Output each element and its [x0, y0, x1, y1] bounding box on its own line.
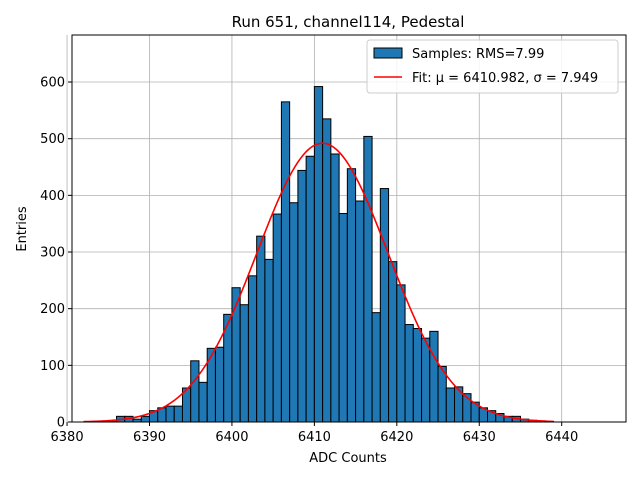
legend-histogram-swatch	[373, 47, 403, 59]
x-tick-label: 6430	[463, 430, 496, 445]
x-axis-label: ADC Counts	[309, 451, 387, 466]
histogram-bar	[355, 200, 365, 423]
histogram-bar	[173, 405, 183, 423]
histogram-bar	[379, 188, 390, 423]
legend: Samples: RMS=7.99 Fit: μ = 6410.982, σ =…	[366, 39, 619, 94]
histogram-bar	[297, 169, 307, 423]
x-tick-label: 6410	[298, 430, 331, 445]
histogram-bar	[247, 275, 258, 423]
histogram-bar	[198, 381, 208, 423]
histogram-bar	[305, 155, 315, 423]
fit-curve-group	[83, 142, 554, 423]
x-tick-label: 6380	[51, 430, 84, 445]
histogram-bar	[289, 202, 299, 423]
x-tick-label: 6400	[215, 430, 248, 445]
histogram-bar	[404, 324, 414, 423]
y-tick-label: 0	[57, 416, 65, 431]
fit-curve	[83, 142, 554, 423]
y-axis-ticks: 0 100 200 300 400 500 600	[40, 76, 72, 431]
histogram-bar	[313, 86, 324, 423]
histogram-bar	[190, 360, 200, 423]
y-tick-label: 400	[40, 189, 65, 204]
legend-box	[366, 39, 619, 94]
histogram-bar	[421, 337, 431, 423]
histogram-bar	[330, 153, 340, 423]
histogram-bar	[388, 261, 398, 423]
x-tick-label: 6420	[380, 430, 413, 445]
histogram-bar	[338, 212, 348, 423]
histogram-bar	[396, 284, 406, 423]
histogram-bar	[412, 328, 423, 423]
x-tick-label: 6440	[545, 430, 578, 445]
histogram-bar	[322, 118, 332, 423]
plot-frame	[71, 34, 627, 423]
histogram-bar	[280, 101, 291, 423]
histogram-bar	[429, 330, 439, 423]
legend-fit-label: Fit: μ = 6410.982, σ = 7.949	[412, 71, 598, 86]
y-tick-label: 500	[40, 132, 65, 147]
histogram-bar	[165, 405, 175, 423]
y-tick-label: 200	[40, 302, 65, 317]
y-axis-label: Entries	[15, 206, 30, 252]
chart-title: Run 651, channel114, Pedestal	[232, 13, 465, 31]
histogram-bar	[445, 387, 456, 423]
histogram-bar	[371, 312, 381, 423]
histogram-bar	[231, 287, 241, 423]
histogram-bar	[363, 135, 373, 423]
histogram-bar	[239, 304, 249, 423]
y-tick-label: 100	[40, 359, 65, 374]
x-axis-ticks: 6380 6390 6400 6410 6420 6430 6440	[51, 422, 578, 445]
y-tick-label: 600	[40, 76, 65, 91]
x-tick-label: 6390	[133, 430, 166, 445]
histogram-bars	[91, 86, 554, 423]
histogram-bar	[256, 235, 266, 423]
histogram-bar	[140, 415, 150, 423]
histogram-bar	[214, 346, 225, 423]
histogram-bar	[346, 168, 357, 423]
legend-histogram-label: Samples: RMS=7.99	[412, 47, 544, 62]
y-tick-label: 300	[40, 246, 65, 261]
histogram-bar	[272, 213, 282, 423]
histogram-bar	[264, 258, 274, 423]
